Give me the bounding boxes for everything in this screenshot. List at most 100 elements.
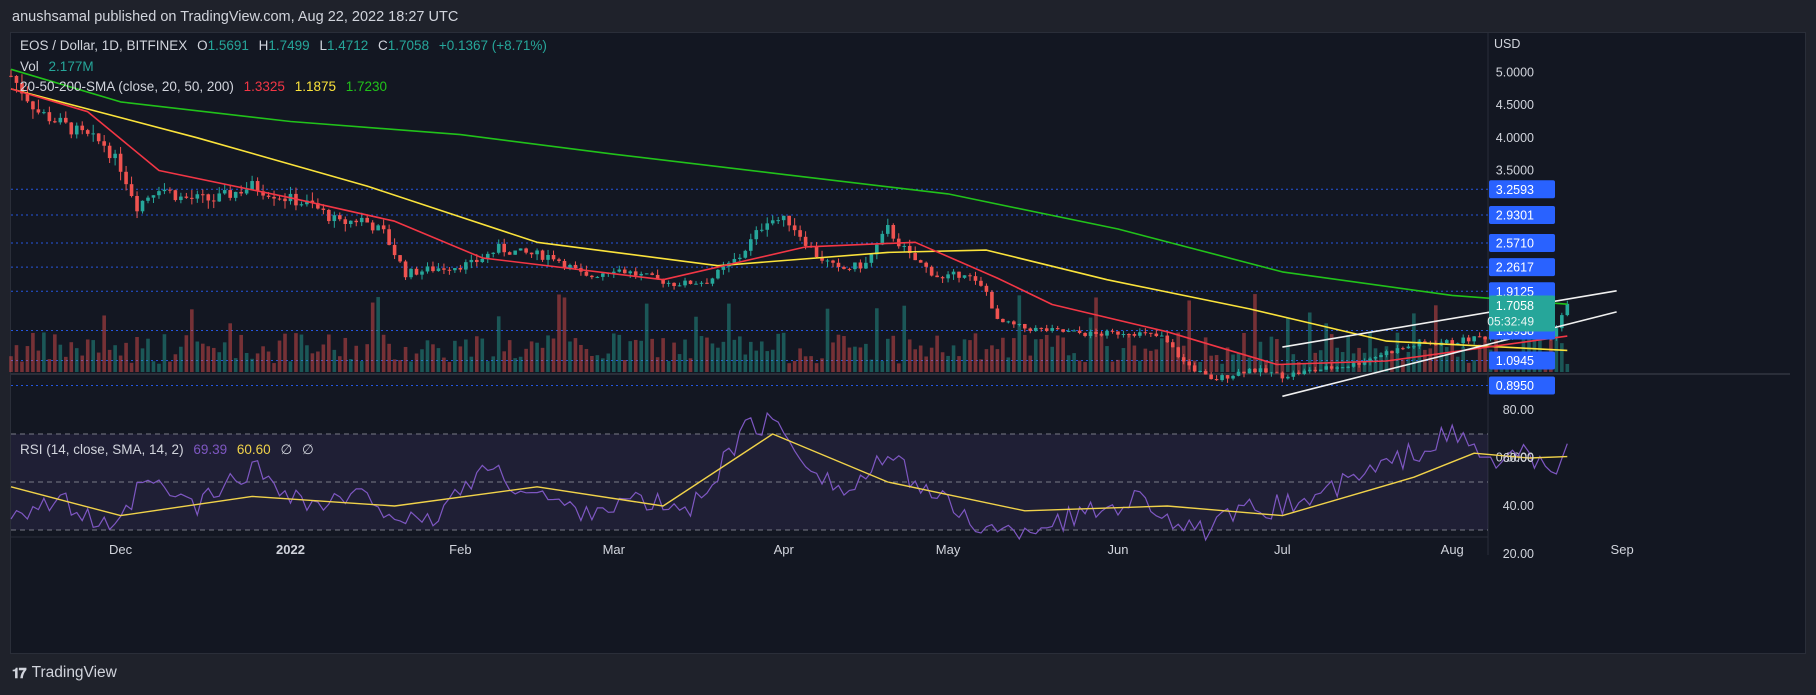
volume-bar	[436, 348, 441, 372]
volume-bar	[518, 356, 523, 372]
volume-bar	[951, 345, 956, 372]
volume-bar	[14, 345, 19, 372]
level-badge[interactable]	[1489, 258, 1555, 277]
volume-bar	[650, 338, 654, 372]
candle-up	[299, 204, 304, 206]
candle-down	[551, 255, 556, 260]
sma50-line[interactable]	[10, 88, 1568, 352]
volume-bar	[1039, 339, 1044, 372]
volume-bar	[1072, 353, 1076, 372]
candle-down	[96, 133, 101, 142]
time-axis-tick-label: Sep	[1611, 542, 1634, 557]
candle-down	[529, 252, 534, 255]
candle-down	[1127, 334, 1131, 336]
candle-down	[1187, 361, 1191, 366]
rsi-sma-line[interactable]	[10, 433, 1568, 517]
candle-up	[1417, 341, 1422, 347]
volume-bar	[1187, 300, 1191, 372]
legend-vol-label[interactable]: Vol	[20, 59, 39, 74]
sma200-line[interactable]	[10, 68, 1568, 305]
candle-up	[902, 245, 907, 247]
candle-down	[918, 260, 923, 263]
candle-up	[601, 273, 605, 277]
volume-bar	[968, 340, 972, 372]
legend-rsi: 69.39	[193, 442, 228, 457]
volume-bar	[376, 297, 380, 372]
trend-line-2[interactable]	[1282, 311, 1617, 398]
volume-bar	[9, 356, 13, 372]
candle-down	[1280, 372, 1285, 379]
legend-sma20: 1.3325	[243, 79, 285, 94]
candle-up	[644, 273, 649, 275]
candle-up	[1198, 370, 1202, 372]
candle-down	[338, 215, 342, 220]
candle-down	[1165, 335, 1170, 343]
volume-bar	[524, 348, 528, 372]
level-badge[interactable]	[1489, 233, 1555, 252]
candle-down	[431, 266, 435, 272]
legend-open: 1.5691	[207, 38, 249, 53]
candle-down	[1214, 379, 1219, 381]
candle-up	[962, 275, 967, 278]
volume-bar	[666, 360, 671, 372]
volume-bar	[195, 341, 200, 372]
tradingview-logo[interactable]: 𝟏𝟕 TradingView	[12, 664, 117, 682]
volume-bar	[20, 361, 24, 372]
level-badge[interactable]	[1489, 205, 1555, 224]
candle-down	[327, 209, 331, 222]
candle-down	[69, 122, 74, 135]
volume-bar	[847, 347, 852, 372]
volume-bar	[316, 351, 320, 372]
volume-bar	[1444, 347, 1449, 372]
candle-up	[332, 215, 337, 222]
candle-down	[31, 101, 35, 110]
legend-symbol[interactable]: EOS / Dollar, 1D, BITFINEX	[20, 38, 188, 53]
candle-up	[738, 257, 742, 259]
legend-high: 1.7499	[268, 38, 310, 53]
legend-sma-label[interactable]: 20-50-200-SMA (close, 20, 50, 200)	[20, 79, 234, 94]
volume-bar	[1472, 360, 1476, 372]
candle-down	[53, 121, 57, 123]
candle-up	[436, 268, 441, 272]
candle-up	[1379, 355, 1383, 358]
candle-up	[491, 252, 496, 254]
volume-bar	[1066, 355, 1071, 372]
volume-bar	[211, 347, 216, 372]
candle-up	[853, 262, 857, 270]
volume-bar	[1384, 346, 1389, 372]
volume-bar	[53, 334, 57, 372]
candle-down	[655, 274, 660, 280]
candles-group	[9, 69, 1570, 383]
candle-down	[1176, 347, 1181, 358]
candle-down	[102, 141, 106, 146]
volume-bar	[1455, 356, 1460, 372]
candle-up	[694, 283, 698, 285]
level-badge[interactable]	[1489, 351, 1555, 370]
volume-bar	[135, 337, 139, 372]
volume-bar	[25, 346, 30, 372]
candle-up	[732, 258, 737, 263]
candle-up	[886, 225, 890, 234]
volume-bar	[491, 356, 496, 372]
candle-down	[820, 257, 824, 261]
level-badge[interactable]	[1489, 376, 1555, 395]
volume-bar	[496, 316, 501, 372]
candle-down	[995, 308, 1000, 319]
candle-down	[36, 109, 41, 113]
trend-line-1[interactable]	[1282, 290, 1617, 348]
last-price-badge[interactable]	[1489, 295, 1555, 332]
candle-up	[612, 271, 616, 273]
level-badge[interactable]	[1489, 180, 1555, 199]
sma20-line[interactable]	[10, 88, 1568, 366]
volume-bar	[798, 348, 802, 372]
candle-up	[759, 229, 764, 231]
volume-bar	[1286, 317, 1290, 372]
volume-bar	[1434, 305, 1438, 372]
candle-up	[1247, 368, 1252, 374]
legend-rsi-label[interactable]: RSI (14, close, SMA, 14, 2)	[20, 442, 184, 457]
volume-bar	[683, 339, 687, 372]
volume-bar	[1028, 355, 1033, 372]
chart-frame[interactable]	[10, 32, 1806, 654]
volume-bar	[557, 294, 561, 372]
